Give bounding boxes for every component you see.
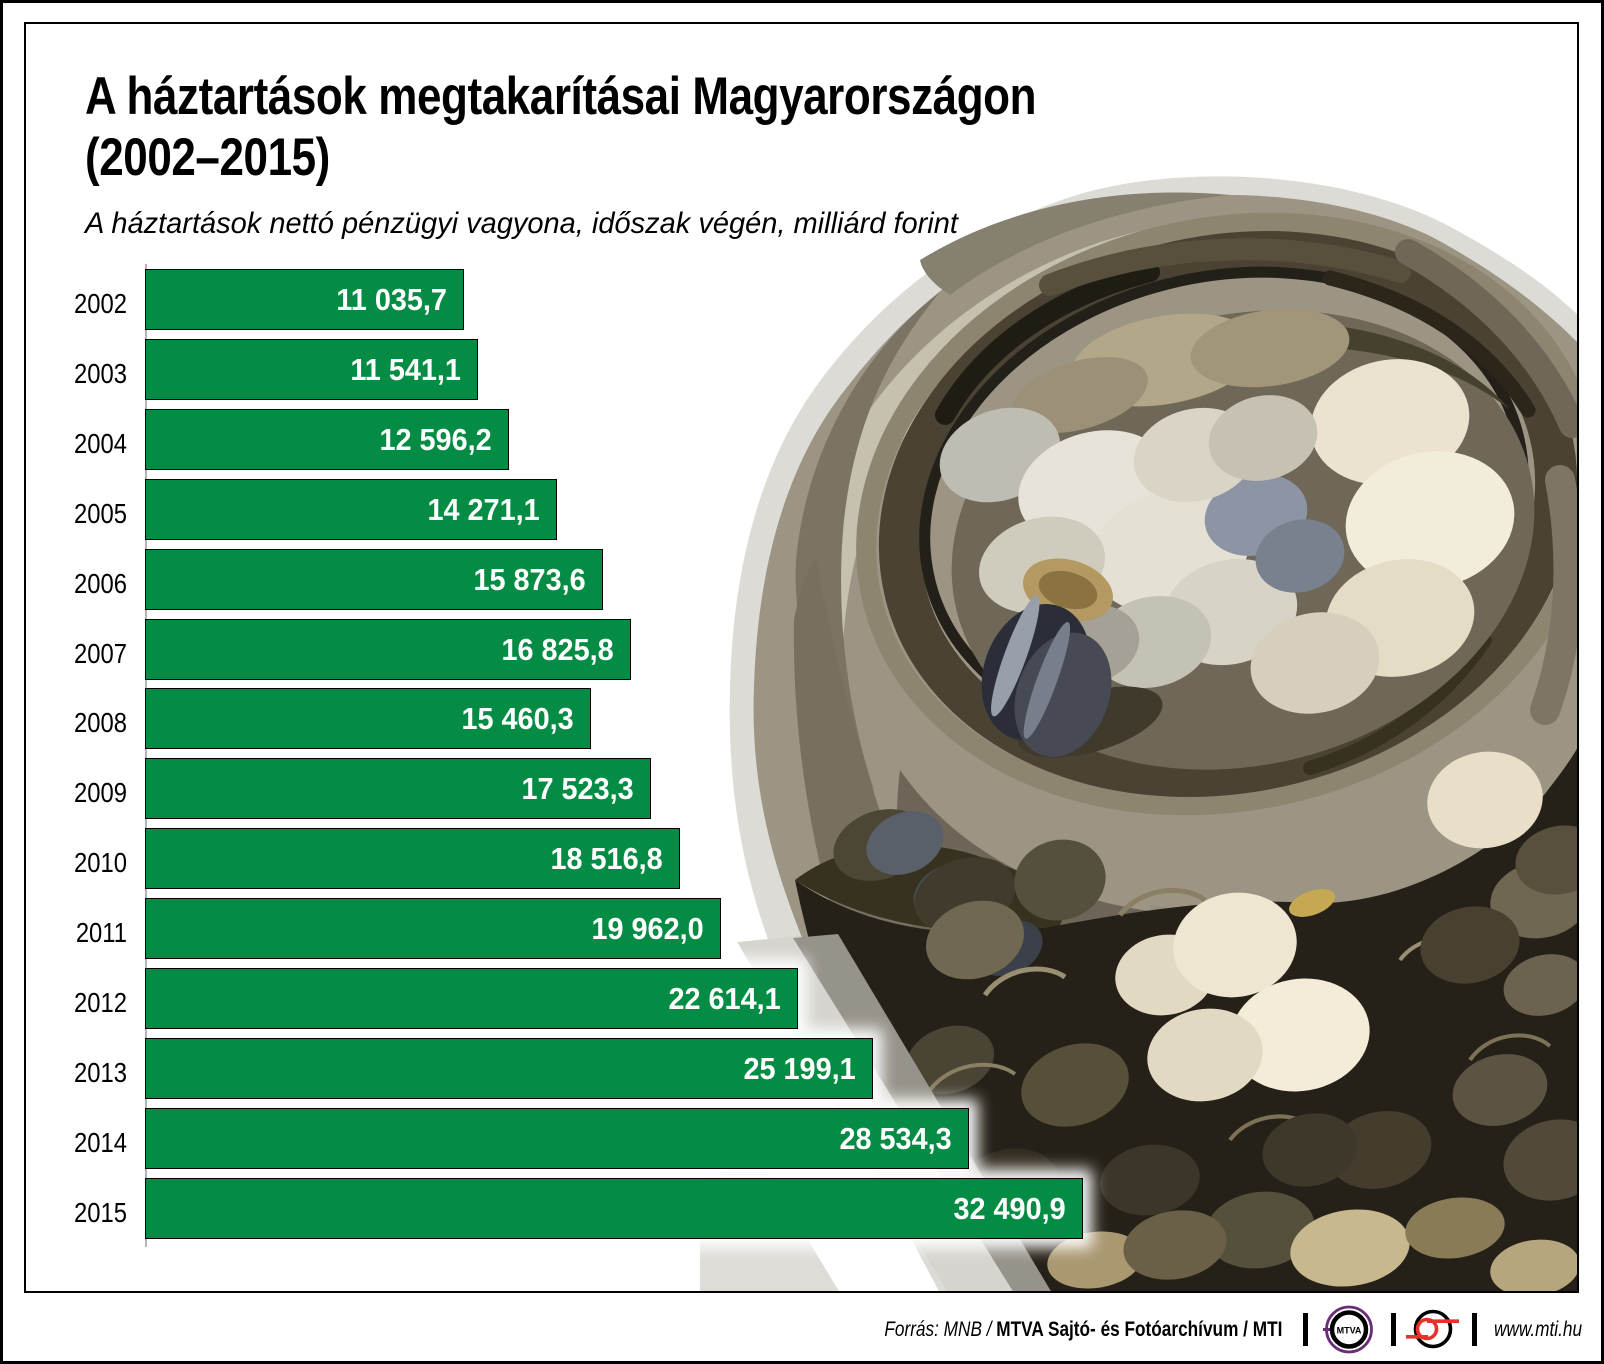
svg-text:MTVA: MTVA xyxy=(1337,1326,1362,1336)
